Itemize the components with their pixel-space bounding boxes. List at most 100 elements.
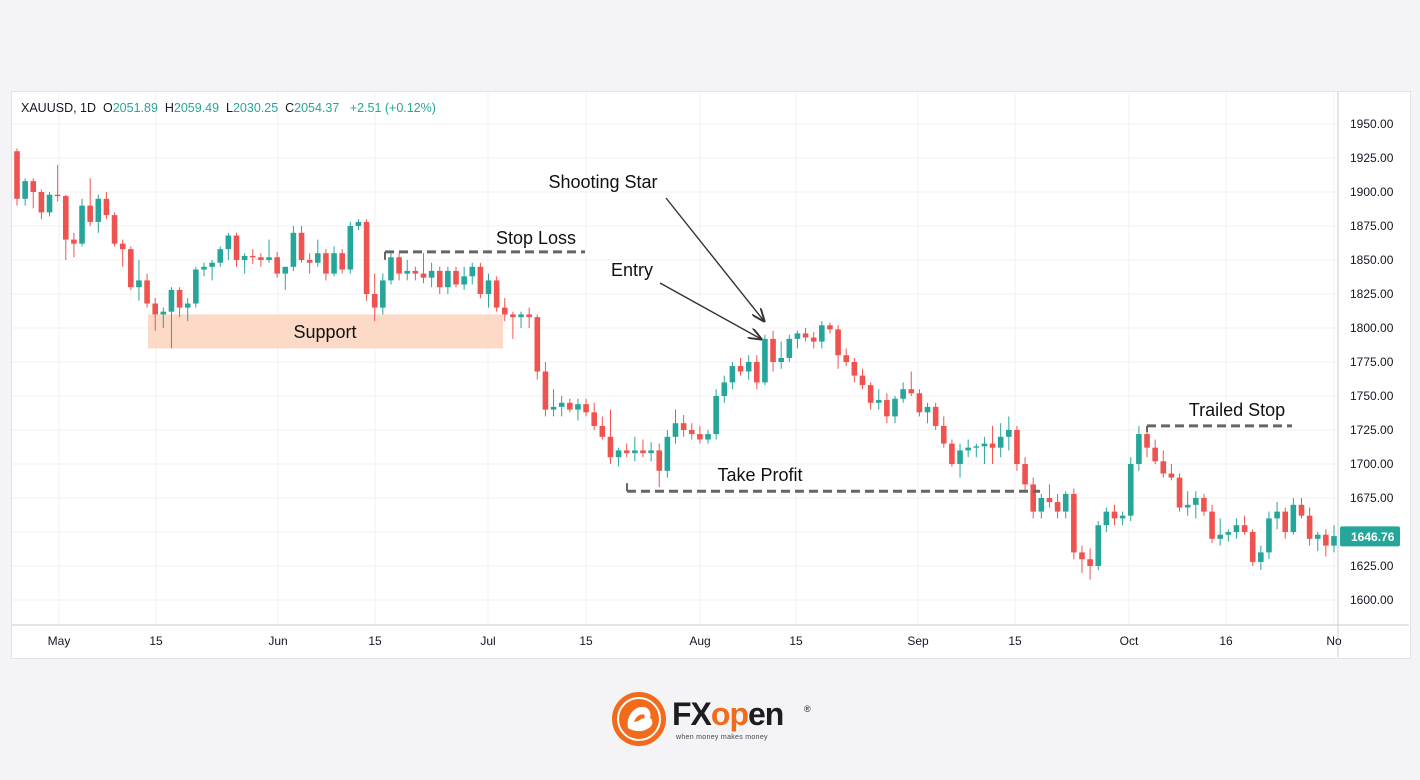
time-tick-label: May: [48, 634, 71, 648]
candle-body: [697, 434, 703, 440]
candle-body: [396, 257, 402, 274]
candle-body: [371, 294, 378, 308]
candle-body: [144, 280, 150, 304]
candle-body: [534, 317, 541, 372]
candle-body: [1038, 498, 1045, 512]
candle-body: [62, 196, 69, 240]
candle-body: [1266, 518, 1272, 553]
candle-body: [851, 362, 858, 376]
candle-body: [705, 434, 711, 440]
time-tick-label: 15: [789, 634, 803, 648]
candle-body: [412, 270, 419, 274]
candle-body: [1054, 502, 1061, 512]
candle-body: [753, 362, 760, 383]
candle-body: [249, 255, 256, 258]
candle-body: [949, 443, 955, 464]
take-profit-label: Take Profit: [717, 465, 802, 485]
candle-body: [14, 151, 20, 199]
candle-body: [298, 232, 305, 260]
candle-body: [266, 257, 272, 260]
support-zone: [148, 314, 503, 349]
candle-body: [201, 266, 207, 270]
candle-body: [615, 450, 622, 458]
candle-body: [1111, 511, 1118, 519]
candle-body: [1062, 493, 1069, 512]
candle-body: [493, 280, 500, 308]
candle-body: [981, 443, 988, 447]
candle-body: [713, 396, 719, 435]
candle-body: [1103, 511, 1110, 526]
candle-body: [1006, 430, 1012, 437]
candle-body: [1201, 498, 1207, 512]
candle-body: [306, 260, 313, 263]
time-tick-label: 15: [579, 634, 593, 648]
candle-body: [347, 226, 354, 270]
shooting-star-label: Shooting Star: [548, 172, 657, 192]
candle-body: [802, 333, 809, 338]
candle-body: [1046, 498, 1053, 503]
registered-mark: ®: [804, 704, 811, 714]
low-label: L: [226, 101, 233, 115]
candle-body: [1071, 493, 1077, 553]
candle-body: [973, 446, 980, 448]
candle-body: [550, 406, 557, 410]
candle-body: [1306, 515, 1313, 539]
high-value: 2059.49: [173, 101, 220, 115]
brand-tagline: when money makes money: [676, 734, 768, 741]
candle-body: [575, 404, 581, 410]
candle-body: [241, 255, 248, 260]
price-tick-label: 1675.00: [1350, 491, 1394, 505]
lion-emblem-icon: [612, 692, 666, 746]
price-tick-label: 1900.00: [1350, 185, 1394, 199]
candle-body: [1249, 532, 1256, 562]
candle-body: [737, 366, 744, 372]
time-tick-label: 15: [149, 634, 163, 648]
candle-body: [445, 270, 451, 288]
candle-body: [867, 385, 874, 403]
stop-loss-label: Stop Loss: [496, 228, 576, 248]
candle-body: [436, 270, 443, 288]
candle-body: [355, 221, 362, 226]
candle-body: [1258, 552, 1264, 562]
candle-body: [680, 423, 687, 430]
price-tick-label: 1950.00: [1350, 117, 1394, 131]
support-label: Support: [293, 322, 356, 342]
candle-body: [656, 450, 663, 471]
candle-body: [1176, 477, 1183, 508]
candle-body: [193, 269, 199, 304]
brand-name: FXopen: [672, 696, 784, 732]
candle-body: [932, 406, 939, 426]
candle-body: [583, 404, 589, 413]
candle-body: [623, 450, 630, 454]
candle-body: [95, 198, 102, 222]
candle-body: [453, 270, 459, 285]
chart-frame: [11, 91, 1411, 659]
candle-body: [1233, 525, 1240, 532]
candle-body: [501, 307, 508, 315]
time-tick-label: 15: [368, 634, 382, 648]
time-tick-label: Oct: [1120, 634, 1139, 648]
last-price-label: 1646.76: [1351, 530, 1395, 544]
candle-body: [835, 329, 841, 356]
candle-body: [111, 215, 118, 244]
candle-body: [119, 243, 126, 250]
price-tick-label: 1750.00: [1350, 389, 1394, 403]
candle-body: [599, 425, 606, 437]
candle-body: [428, 270, 435, 278]
candle-body: [290, 232, 297, 267]
candle-body: [323, 253, 329, 274]
candle-body: [160, 311, 167, 315]
candle-body: [965, 447, 971, 451]
candle-body: [79, 205, 85, 244]
candle-body: [1095, 525, 1102, 566]
trailed-stop-label: Trailed Stop: [1189, 400, 1285, 420]
candle-body: [225, 235, 232, 250]
candle-body: [87, 205, 93, 222]
time-tick-label: No: [1326, 634, 1342, 648]
candle-body: [892, 398, 898, 417]
candle-body: [38, 192, 45, 213]
candle-body: [1119, 515, 1126, 519]
candle-body: [71, 239, 77, 244]
price-tick-label: 1725.00: [1350, 423, 1394, 437]
